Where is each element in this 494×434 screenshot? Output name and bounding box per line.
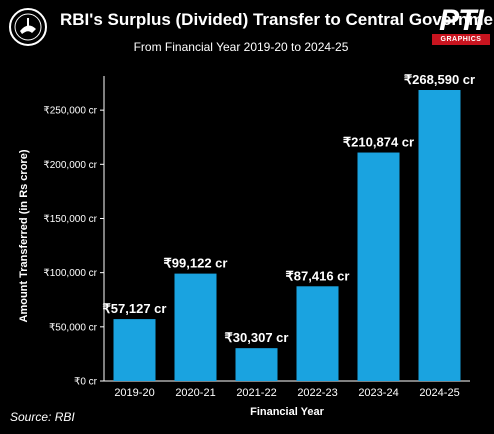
- data-label: ₹57,127 cr: [103, 301, 167, 316]
- source-note: Source: RBI: [10, 410, 75, 424]
- bar: [174, 273, 217, 381]
- logo-subtext: GRAPHICS: [432, 34, 490, 45]
- x-tick-label: 2024-25: [419, 387, 459, 399]
- y-tick-label: ₹150,000 cr: [43, 214, 97, 225]
- x-tick-label: 2021-22: [236, 387, 276, 399]
- chart-subtitle: From Financial Year 2019-20 to 2024-25: [133, 40, 349, 54]
- x-ticks: 2019-20 2020-21 2021-22 2022-23 2023-24 2024-…: [114, 387, 459, 399]
- data-label: ₹87,416 cr: [286, 268, 350, 283]
- x-tick-label: 2019-20: [114, 387, 154, 399]
- y-tick-label: ₹250,000 cr: [43, 106, 97, 117]
- x-tick-label: 2020-21: [175, 387, 215, 399]
- bar: [357, 152, 400, 381]
- y-tick-label: ₹200,000 cr: [43, 160, 97, 171]
- bar: [418, 90, 461, 381]
- logo-text: PTI: [439, 4, 484, 37]
- bar: [296, 286, 339, 381]
- x-tick-label: 2023-24: [358, 387, 398, 399]
- rbi-emblem-icon: [9, 8, 47, 46]
- pti-graphics-logo: PTI GRAPHICS: [432, 4, 490, 48]
- data-labels: ₹57,127 cr ₹99,122 cr ₹30,307 cr ₹87,416 cr…: [103, 72, 476, 345]
- x-tick-label: 2022-23: [297, 387, 337, 399]
- data-label: ₹268,590 cr: [404, 72, 475, 87]
- chart-title: RBI's Surplus (Divided) Transfer to Cent…: [60, 10, 494, 29]
- data-label: ₹99,122 cr: [164, 256, 228, 271]
- data-label: ₹210,874 cr: [343, 135, 414, 150]
- y-tick-label: ₹100,000 cr: [43, 268, 97, 279]
- y-tick-label: ₹50,000 cr: [49, 322, 98, 333]
- y-axis-title: Amount Transferred (in Rs crore): [18, 149, 30, 322]
- y-tick-label: ₹0 cr: [74, 377, 98, 388]
- data-label: ₹30,307 cr: [225, 330, 289, 345]
- y-ticks: ₹0 cr ₹50,000 cr ₹100,000 cr ₹150,000 cr ₹20…: [43, 106, 104, 388]
- bar: [235, 348, 278, 381]
- bars: [113, 90, 461, 381]
- bar: [113, 319, 156, 381]
- x-axis-title: Financial Year: [250, 406, 325, 418]
